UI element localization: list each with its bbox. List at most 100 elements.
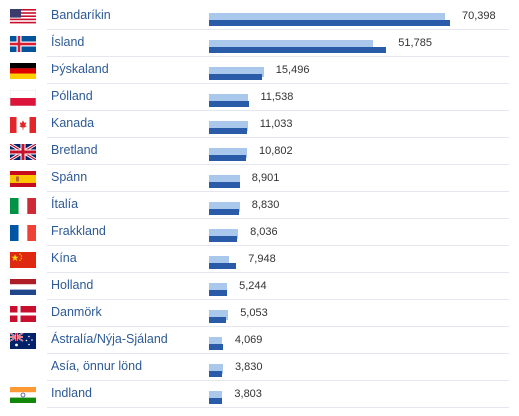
- chart-row-kina: Kína 7,948: [0, 246, 519, 273]
- chart-row-island: Ísland 51,785: [0, 30, 519, 57]
- chart-row-spann: Spánn 8,901: [0, 165, 519, 192]
- category-label: Pólland: [51, 89, 93, 103]
- category-label: Kanada: [51, 116, 95, 130]
- value-label: 10,802: [259, 145, 293, 157]
- bar-previous-spann: [209, 175, 240, 185]
- chart-row-bandarikin: Bandaríkin 70,398: [0, 3, 519, 30]
- bar-current-italia: [209, 209, 240, 215]
- flag-dk-icon: [10, 306, 36, 322]
- value-label: 7,948: [248, 253, 276, 265]
- bar-previous-frakkland: [209, 229, 239, 239]
- chart-row-frakkland: Frakkland 8,036: [0, 219, 519, 246]
- chart-row-asia-onnur-lond: Asía, önnur lönd 3,830: [0, 354, 519, 381]
- row-divider: [47, 299, 509, 300]
- row-divider: [47, 29, 509, 30]
- row-divider: [47, 137, 509, 138]
- bar-current-spann: [209, 182, 240, 188]
- flag-au-icon: [10, 333, 36, 349]
- bar-previous-island: [209, 40, 374, 50]
- category-label: Þýskaland: [51, 62, 109, 76]
- value-label: 5,053: [240, 307, 268, 319]
- value-label: 11,538: [260, 91, 294, 103]
- bar-previous-kina: [209, 256, 229, 266]
- category-label: Holland: [51, 278, 94, 292]
- flag-us-icon: [10, 9, 36, 25]
- flag-fr-icon: [10, 225, 36, 241]
- category-label: Ítalía: [51, 197, 79, 211]
- row-divider: [47, 56, 509, 57]
- row-divider: [47, 407, 509, 408]
- row-divider: [47, 164, 509, 165]
- bar-previous-polland: [209, 94, 249, 104]
- value-label: 4,069: [234, 334, 263, 346]
- row-divider: [47, 326, 509, 327]
- value-label: 5,244: [239, 280, 267, 292]
- bar-previous-asia-onnur-lond: [209, 364, 223, 374]
- bar-current-indland: [209, 398, 222, 404]
- bar-current-polland: [209, 101, 249, 107]
- flag-is-icon: [10, 36, 36, 52]
- row-divider: [47, 353, 509, 354]
- flag-es-icon: [10, 171, 36, 187]
- chart-row-astralia-nyja-sjaland: Ástralía/Nýja-Sjáland 4,069: [0, 327, 519, 354]
- row-divider: [47, 380, 509, 381]
- row-divider: [47, 245, 509, 246]
- chart-row-holland: Holland 5,244: [0, 273, 519, 300]
- flag-ca-icon: [10, 117, 36, 133]
- bar-previous-yskaland: [209, 67, 264, 77]
- flag-de-icon: [10, 63, 36, 79]
- value-label: 3,830: [235, 361, 263, 373]
- value-label: 15,496: [275, 64, 310, 76]
- bar-previous-bandarikin: [209, 13, 446, 23]
- flag-cn-icon: [10, 252, 36, 268]
- chart-row-yskaland: Þýskaland 15,496: [0, 57, 519, 84]
- category-label: Frakkland: [51, 224, 106, 238]
- value-label: 11,033: [259, 118, 293, 130]
- value-label: 8,036: [250, 226, 278, 238]
- chart-row-bretland: Bretland 10,802: [0, 138, 519, 165]
- category-label: Bandaríkin: [51, 8, 111, 22]
- category-label: Bretland: [51, 143, 98, 157]
- category-label: Ástralía/Nýja-Sjáland: [51, 332, 168, 346]
- bar-current-yskaland: [209, 74, 262, 80]
- category-label: Kína: [51, 251, 77, 265]
- value-label: 70,398: [462, 10, 496, 22]
- bar-previous-italia: [209, 202, 240, 212]
- bar-current-island: [209, 47, 387, 53]
- chart-row-indland: Indland 3,803: [0, 381, 519, 408]
- flag-it-icon: [10, 198, 36, 214]
- bar-current-kanada: [209, 128, 247, 134]
- bar-previous-astralia-nyja-sjaland: [209, 337, 223, 347]
- row-divider: [47, 218, 509, 219]
- bar-current-frakkland: [209, 236, 237, 242]
- bar-previous-bretland: [209, 148, 247, 158]
- bar-current-asia-onnur-lond: [209, 371, 223, 377]
- category-label: Ísland: [51, 35, 85, 49]
- flag-pl-icon: [10, 90, 36, 106]
- bar-previous-holland: [209, 283, 228, 293]
- chart-row-danmork: Danmörk 5,053: [0, 300, 519, 327]
- row-divider: [47, 191, 509, 192]
- bar-current-holland: [209, 290, 227, 296]
- category-label: Indland: [51, 386, 93, 400]
- value-label: 8,830: [251, 199, 280, 211]
- bar-current-bretland: [209, 155, 246, 161]
- flag-gb-icon: [10, 144, 36, 160]
- bar-previous-danmork: [209, 310, 229, 320]
- row-divider: [47, 110, 509, 111]
- bar-current-astralia-nyja-sjaland: [209, 344, 223, 350]
- flag-nl-icon: [10, 279, 36, 295]
- bar-previous-kanada: [209, 121, 248, 131]
- bar-current-danmork: [209, 317, 227, 323]
- bar-previous-indland: [209, 391, 223, 401]
- value-label: 51,785: [398, 37, 432, 49]
- category-label: Spánn: [51, 170, 88, 184]
- chart-row-kanada: Kanada 11,033: [0, 111, 519, 138]
- value-label: 8,901: [251, 172, 280, 184]
- flag-in-icon: [10, 387, 36, 403]
- category-label: Asía, önnur lönd: [51, 359, 143, 373]
- bar-current-kina: [209, 263, 237, 269]
- chart-row-polland: Pólland 11,538: [0, 84, 519, 111]
- value-label: 3,803: [234, 388, 262, 400]
